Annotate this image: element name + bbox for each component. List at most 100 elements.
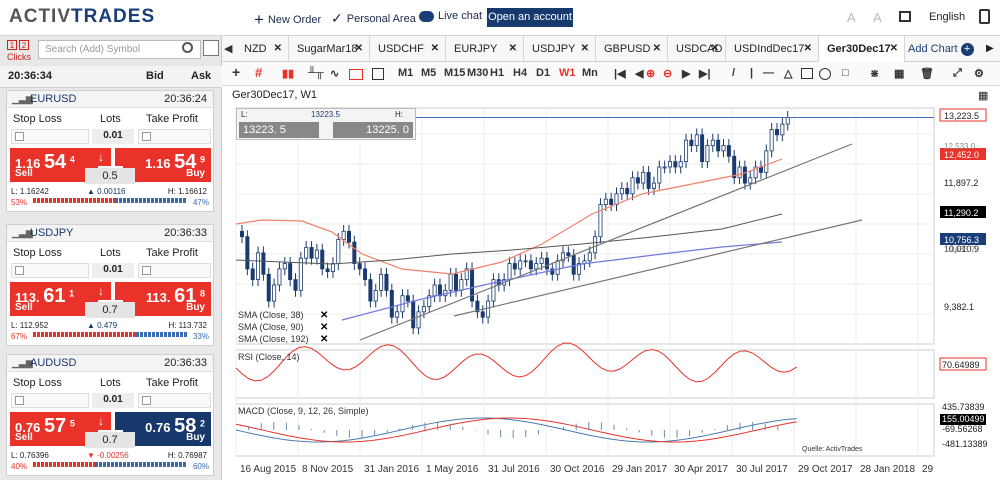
- settings-icon[interactable]: ⚙: [974, 68, 984, 80]
- window-icon[interactable]: [899, 11, 911, 22]
- period-button[interactable]: W1: [559, 67, 576, 79]
- tab-chart[interactable]: GBPUSD ✕: [596, 36, 668, 62]
- period-button[interactable]: H4: [513, 67, 528, 79]
- trendline-icon[interactable]: /: [732, 67, 736, 79]
- stop-loss-checkbox[interactable]: [15, 266, 24, 275]
- symbol-search-input[interactable]: Search (Add) Symbol: [38, 40, 201, 59]
- tab-chart[interactable]: USDJPY ✕: [524, 36, 596, 62]
- chart-bars-icon[interactable]: ▁▃▆: [12, 94, 33, 104]
- tab-chart[interactable]: Ger30Dec17 ✕: [819, 36, 905, 62]
- close-icon[interactable]: ✕: [889, 43, 898, 54]
- buy-button[interactable]: 113. 61 8 Buy: [123, 282, 211, 316]
- lots-input[interactable]: 0.01: [92, 263, 134, 278]
- order-sell-button[interactable]: 13223. 5: [239, 122, 319, 138]
- close-icon[interactable]: ✕: [710, 43, 719, 54]
- take-profit-checkbox[interactable]: [142, 132, 151, 141]
- take-profit-input[interactable]: [138, 263, 211, 278]
- tab-chart[interactable]: EURJPY ✕: [446, 36, 524, 62]
- crosshair-icon[interactable]: +: [232, 64, 241, 80]
- sell-arrow-icon[interactable]: ↓: [91, 148, 111, 166]
- ellipse-icon[interactable]: [819, 68, 831, 80]
- close-icon[interactable]: ✕: [803, 43, 812, 54]
- tab-chart[interactable]: USDCHF ✕: [370, 36, 446, 62]
- open-account-button[interactable]: Open an account: [487, 8, 573, 27]
- font-decrease-icon[interactable]: A: [847, 10, 856, 25]
- grid-icon[interactable]: #: [255, 65, 263, 80]
- stop-loss-checkbox[interactable]: [15, 396, 24, 405]
- expand-panel-icon[interactable]: [203, 40, 219, 56]
- card-symbol[interactable]: AUDUSD: [30, 357, 77, 369]
- tab-chart[interactable]: NZD ✕: [236, 36, 289, 62]
- tabs-scroll-right-icon[interactable]: ▶: [986, 43, 994, 54]
- font-increase-icon[interactable]: A: [873, 10, 882, 25]
- take-profit-input[interactable]: [138, 129, 211, 144]
- chart-bars-icon[interactable]: ▁▃▆: [12, 228, 33, 238]
- close-icon[interactable]: ✕: [652, 43, 661, 54]
- instrument-card[interactable]: ▁▃▆ EURUSD 20:36:24 Stop Loss Lots Take …: [6, 90, 214, 212]
- tab-chart[interactable]: SugarMar18 ✕: [289, 36, 370, 62]
- zoom-out-icon[interactable]: ⊖: [663, 68, 673, 80]
- new-order-button[interactable]: + New Order: [254, 10, 322, 29]
- sell-button[interactable]: 113. 61 1 Sell: [10, 282, 98, 316]
- instrument-card[interactable]: ▁▃▆ USDJPY 20:36:33 Stop Loss Lots Take …: [6, 224, 214, 346]
- candles-icon[interactable]: ▮▮: [282, 68, 295, 80]
- quick-order-box[interactable]: L: 13223.5 H: 13223. 5 13225. 0: [236, 108, 416, 140]
- two-click-icon[interactable]: 2: [19, 40, 29, 50]
- horizontal-line-icon[interactable]: —: [763, 67, 774, 79]
- one-click-icon[interactable]: 1: [7, 40, 17, 50]
- scroll-start-icon[interactable]: |◀: [614, 68, 626, 80]
- stop-loss-input[interactable]: [11, 129, 89, 144]
- take-profit-checkbox[interactable]: [142, 396, 151, 405]
- layout-icon[interactable]: [372, 68, 384, 80]
- vertical-line-icon[interactable]: |: [750, 67, 754, 79]
- period-button[interactable]: D1: [536, 67, 551, 79]
- area-icon[interactable]: [349, 69, 363, 80]
- take-profit-checkbox[interactable]: [142, 266, 151, 275]
- add-chart-button[interactable]: Add Chart +: [908, 36, 974, 62]
- period-button[interactable]: M15: [444, 67, 466, 79]
- period-button[interactable]: M5: [421, 67, 437, 79]
- scroll-forward-icon[interactable]: ▶: [682, 68, 691, 80]
- quantity-input[interactable]: 0.7: [85, 302, 135, 318]
- indicators-icon[interactable]: ⋇: [870, 68, 880, 80]
- period-button[interactable]: Mn: [582, 67, 598, 79]
- logout-icon[interactable]: [979, 9, 990, 24]
- close-icon[interactable]: ✕: [580, 43, 589, 54]
- scroll-end-icon[interactable]: ▶|: [699, 68, 711, 80]
- buy-button[interactable]: 0.76 58 2 Buy: [123, 412, 211, 446]
- bars-icon[interactable]: ╨╥: [308, 67, 324, 79]
- stop-loss-input[interactable]: [11, 263, 89, 278]
- close-icon[interactable]: ✕: [354, 43, 363, 54]
- stop-loss-input[interactable]: [11, 393, 89, 408]
- sell-button[interactable]: 0.76 57 5 Sell: [10, 412, 98, 446]
- close-icon[interactable]: ✕: [508, 43, 517, 54]
- triangle-icon[interactable]: △: [784, 68, 793, 80]
- clicks-toggle[interactable]: 1 2 Clicks: [4, 40, 32, 64]
- period-button[interactable]: M1: [398, 67, 414, 79]
- personal-area-button[interactable]: ✓ Personal Area: [331, 10, 416, 26]
- chart-menu-icon[interactable]: ▦: [978, 90, 989, 102]
- stop-loss-checkbox[interactable]: [15, 132, 24, 141]
- card-symbol[interactable]: USDJPY: [30, 227, 74, 239]
- period-button[interactable]: H1: [490, 67, 505, 79]
- zoom-in-icon[interactable]: ⊕: [646, 68, 656, 80]
- scroll-back-icon[interactable]: ◀: [635, 68, 644, 80]
- close-icon[interactable]: ✕: [430, 43, 439, 54]
- live-chat-button[interactable]: Live chat: [419, 10, 482, 22]
- line-chart-icon[interactable]: ∿: [330, 68, 340, 80]
- instrument-card[interactable]: ▁▃▆ AUDUSD 20:36:33 Stop Loss Lots Take …: [6, 354, 214, 476]
- rectangle-icon[interactable]: [801, 68, 813, 79]
- order-buy-button[interactable]: 13225. 0: [333, 122, 413, 138]
- lots-input[interactable]: 0.01: [92, 129, 134, 144]
- text-tool-icon[interactable]: □: [842, 67, 849, 79]
- tab-chart[interactable]: USDCAD ✕: [668, 36, 726, 62]
- tabs-scroll-left-icon[interactable]: ◀: [224, 43, 233, 55]
- chart-bars-icon[interactable]: ▁▃▆: [12, 358, 33, 368]
- sell-arrow-icon[interactable]: ↓: [91, 412, 111, 430]
- buy-button[interactable]: 1.16 54 9 Buy: [123, 148, 211, 182]
- sell-button[interactable]: 1.16 54 4 Sell: [10, 148, 98, 182]
- lots-input[interactable]: 0.01: [92, 393, 134, 408]
- quantity-input[interactable]: 0.5: [85, 168, 135, 184]
- language-selector[interactable]: English: [929, 11, 966, 23]
- take-profit-input[interactable]: [138, 393, 211, 408]
